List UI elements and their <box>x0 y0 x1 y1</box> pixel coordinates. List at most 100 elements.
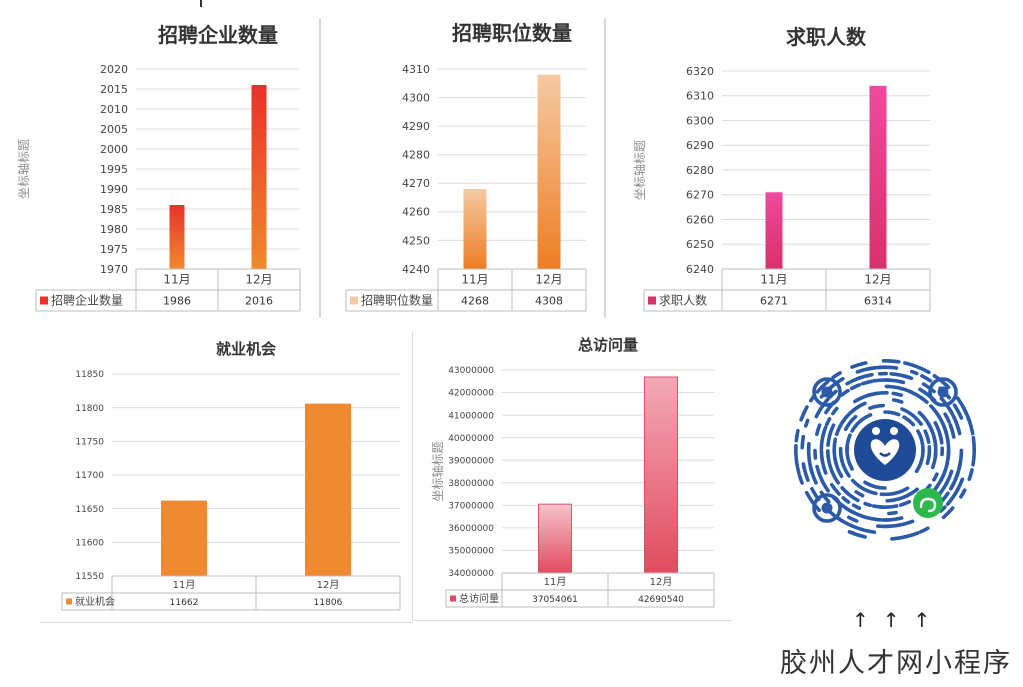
chart-panel-enterprises: 招聘企业数量 坐标轴标题 1970 1975 1980 1985 1990 1995 2000 2… <box>8 14 314 314</box>
y-tick-label: 11850 <box>75 370 104 380</box>
qr-arc <box>925 445 932 466</box>
qr-arc <box>819 490 831 504</box>
y-tick-label: 4290 <box>402 120 430 133</box>
bar-12月 <box>537 74 561 269</box>
y-tick-label: 1995 <box>100 163 128 176</box>
y-tick-label: 38000000 <box>448 479 494 489</box>
y-tick-label: 6280 <box>686 164 714 177</box>
bar-12月 <box>251 85 267 269</box>
qr-arc <box>831 406 839 416</box>
qr-arc <box>884 384 901 390</box>
chart-title: 就业机会 <box>216 340 276 358</box>
qr-arc <box>871 504 886 509</box>
top-edge-mark <box>200 0 202 7</box>
qr-arc <box>938 433 944 445</box>
qr-arc <box>939 505 947 513</box>
legend-label: 求职人数 <box>659 293 707 308</box>
chart-title: 招聘职位数量 <box>452 21 572 45</box>
qr-arc <box>836 516 855 529</box>
x-tick-label: 12月 <box>864 273 891 287</box>
qr-arc <box>843 414 858 432</box>
y-tick-label: 39000000 <box>448 456 494 466</box>
qr-arc <box>863 528 877 534</box>
qr-block <box>745 335 1023 687</box>
y-tick-label: 6250 <box>686 238 714 251</box>
qr-arc <box>826 423 836 447</box>
qr-arc <box>956 426 962 436</box>
y-tick-label: 2010 <box>100 103 128 116</box>
mini-program-qr-code-icon[interactable] <box>745 335 1023 585</box>
qr-arc <box>943 412 951 424</box>
qr-arc <box>945 487 960 506</box>
qr-arc <box>941 506 955 520</box>
y-tick-label: 4280 <box>402 149 430 162</box>
qr-arc <box>840 388 850 397</box>
x-tick-label: 12月 <box>245 273 272 287</box>
qr-arc <box>815 464 824 483</box>
bar-11月 <box>169 205 185 269</box>
y-tick-label: 11650 <box>75 505 104 515</box>
qr-arc <box>850 478 878 496</box>
legend-label: 招聘职位数量 <box>361 293 433 308</box>
qr-arc <box>863 480 887 490</box>
qr-arc <box>819 448 825 463</box>
panel-bottom-border <box>414 620 732 621</box>
qr-arc <box>940 491 950 503</box>
qr-arc <box>838 446 844 463</box>
qr-arc <box>949 481 956 491</box>
qr-arc <box>941 380 951 390</box>
y-axis-title: 坐标轴标题 <box>632 140 647 200</box>
y-tick-label: 6270 <box>686 189 714 202</box>
person-head-icon <box>890 427 898 435</box>
qr-arc <box>967 468 974 481</box>
y-tick-label: 2005 <box>100 123 128 136</box>
legend-label: 招聘企业数量 <box>51 293 123 308</box>
y-tick-label: 4310 <box>402 63 430 76</box>
qr-arc <box>942 425 950 441</box>
y-tick-label: 41000000 <box>448 411 494 421</box>
qr-arc <box>793 444 799 464</box>
qr-arc <box>948 423 956 439</box>
qr-arc <box>971 457 976 467</box>
y-tick-label: 1985 <box>100 203 128 216</box>
y-tick-label: 1990 <box>100 183 128 196</box>
qr-arc <box>887 510 898 516</box>
chart-title: 总访问量 <box>578 336 638 354</box>
qr-arc <box>919 396 929 404</box>
y-tick-label: 37000000 <box>448 501 494 511</box>
qr-arc <box>855 372 874 381</box>
qr-arc <box>900 407 916 419</box>
badge-glyph <box>919 497 937 513</box>
x-tick-label: 11月 <box>173 579 196 591</box>
data-table-value: 42690540 <box>638 595 684 605</box>
qr-arc <box>879 486 910 497</box>
legend-key <box>648 296 656 305</box>
qr-arc <box>848 530 857 536</box>
qr-arc <box>850 413 873 433</box>
y-tick-label: 4300 <box>402 91 430 104</box>
qr-finder <box>812 377 842 407</box>
qr-arc <box>909 369 919 376</box>
y-tick-label: 6290 <box>686 139 714 152</box>
qr-arc <box>860 379 874 386</box>
data-table-value: 2016 <box>245 295 273 308</box>
qr-arc <box>830 483 841 496</box>
qr-arc <box>854 490 865 498</box>
qr-arc <box>832 437 838 465</box>
y-axis-title: 坐标轴标题 <box>430 441 445 501</box>
qr-arc <box>849 383 862 391</box>
bar-11月 <box>538 503 572 574</box>
panel-divider <box>319 18 321 318</box>
y-tick-label: 34000000 <box>448 569 494 579</box>
qr-finder-dot <box>821 502 833 514</box>
qr-arc <box>952 403 964 420</box>
panel-divider <box>604 18 606 318</box>
legend-key <box>350 296 358 305</box>
x-tick-label: 12月 <box>535 273 562 287</box>
data-table-value: 4308 <box>535 295 563 308</box>
panel-divider <box>412 332 413 622</box>
legend-key <box>66 598 72 605</box>
qr-finder-dot <box>821 386 833 398</box>
y-tick-label: 6310 <box>686 90 714 103</box>
legend-key <box>40 296 48 305</box>
